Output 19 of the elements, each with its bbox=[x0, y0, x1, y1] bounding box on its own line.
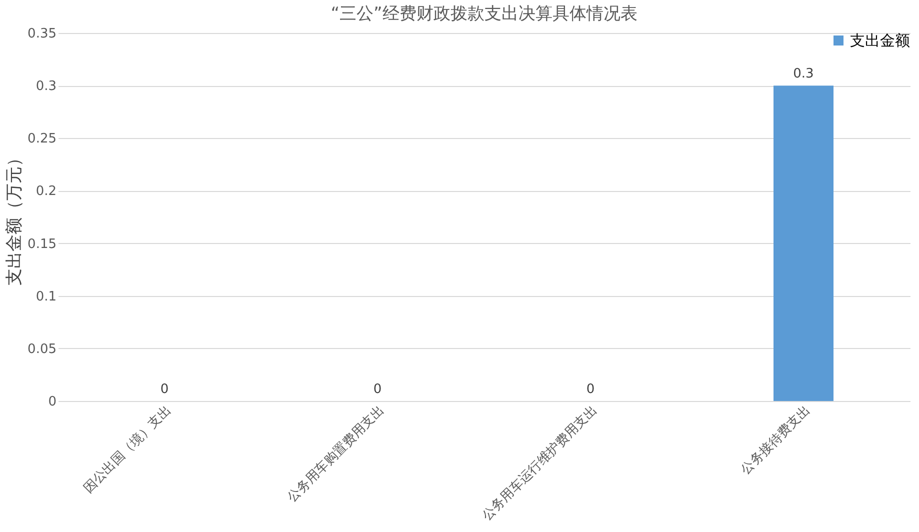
data-label: 0 bbox=[586, 382, 595, 397]
y-tick-label: 0.25 bbox=[28, 132, 56, 147]
data-label: 0 bbox=[373, 382, 382, 397]
y-tick-label: 0.35 bbox=[28, 26, 56, 42]
data-label: 0 bbox=[160, 382, 169, 397]
chart-title: “三公”经费财政拨款支出决算具体情况表 bbox=[330, 4, 638, 24]
x-tick-label: 公务接待费支出 bbox=[738, 402, 814, 478]
data-label: 0.3 bbox=[793, 66, 814, 82]
y-tick-label: 0.3 bbox=[36, 79, 56, 94]
y-tick-label: 0 bbox=[48, 394, 56, 410]
y-tick-label: 0.05 bbox=[28, 342, 56, 357]
y-tick-label: 0.1 bbox=[36, 289, 56, 304]
y-axis-title: 支出金额（万元） bbox=[4, 150, 25, 286]
y-tick-label: 0.2 bbox=[36, 184, 56, 200]
legend-label: 支出金额 bbox=[850, 32, 910, 50]
x-tick-label: 公务用车运行维护费用支出 bbox=[479, 402, 600, 524]
x-tick-label: 因公出国（境）支出 bbox=[80, 402, 174, 496]
x-tick-label: 公务用车购置费用支出 bbox=[284, 402, 388, 506]
y-tick-label: 0.15 bbox=[28, 236, 56, 252]
